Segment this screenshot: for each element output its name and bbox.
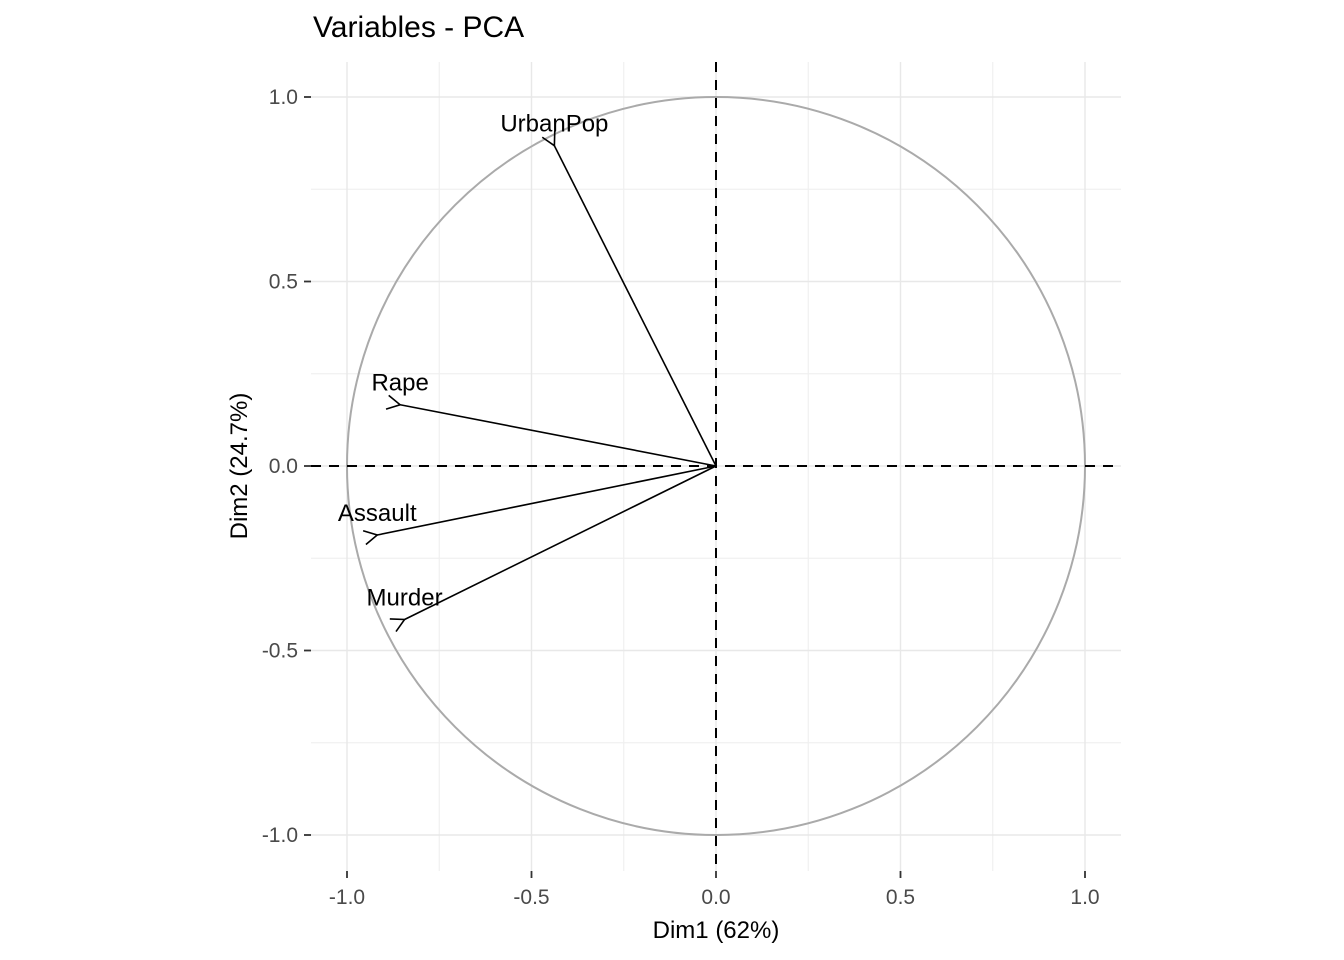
var-label-urbanpop: UrbanPop bbox=[500, 111, 608, 138]
y-axis-title: Dim2 (24.7%) bbox=[226, 393, 253, 540]
x-axis-tick-label: 0.0 bbox=[701, 886, 730, 909]
var-arrow-urbanpop bbox=[541, 130, 717, 467]
var-label-murder: Murder bbox=[367, 585, 443, 612]
variable-arrows bbox=[362, 130, 717, 632]
y-axis-tick-label: 0.0 bbox=[269, 455, 298, 478]
chart-title: Variables - PCA bbox=[313, 11, 524, 44]
axis-tick-labels: -1.0 -0.5 0.0 0.5 1.0 -1.0 -0.5 0.0 0.5 1.0 bbox=[262, 86, 1100, 909]
var-arrow-murder bbox=[389, 465, 717, 632]
y-axis-tick-label: 1.0 bbox=[269, 86, 298, 109]
variable-labels: Murder Assault UrbanPop Rape bbox=[338, 111, 609, 612]
var-arrow-rape bbox=[385, 394, 717, 467]
axis-tick-marks bbox=[304, 96, 1086, 878]
y-axis-tick-label: -0.5 bbox=[262, 640, 298, 663]
x-axis-tick-label: -1.0 bbox=[329, 886, 365, 909]
var-label-assault: Assault bbox=[338, 500, 417, 527]
x-axis-title: Dim1 (62%) bbox=[653, 917, 780, 944]
y-axis-tick-label: 0.5 bbox=[269, 271, 298, 294]
x-axis-tick-label: -0.5 bbox=[513, 886, 549, 909]
y-axis-tick-label: -1.0 bbox=[262, 824, 298, 847]
var-arrow-assault bbox=[362, 465, 717, 546]
var-label-rape: Rape bbox=[371, 370, 428, 397]
x-axis-tick-label: 0.5 bbox=[886, 886, 915, 909]
x-axis-tick-label: 1.0 bbox=[1070, 886, 1099, 909]
